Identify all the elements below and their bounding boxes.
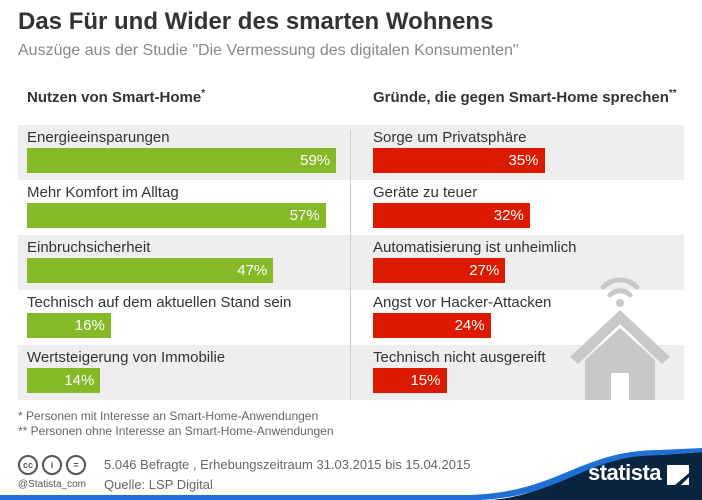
bar: 14% (27, 368, 101, 393)
bar: 24% (373, 313, 491, 338)
bar-label: Angst vor Hacker-Attacken (373, 294, 552, 311)
bar: 47% (27, 258, 274, 283)
footnote: * Personen mit Interesse an Smart-Home-A… (18, 409, 319, 423)
bar: 35% (373, 148, 545, 173)
bar: 32% (373, 203, 530, 228)
chart-subtitle: Auszüge aus der Studie "Die Vermessung d… (18, 42, 519, 59)
footnote: ** Personen ohne Interesse an Smart-Home… (18, 424, 334, 438)
bar-label: Wertsteigerung von Immobilie (27, 349, 226, 366)
footer-ribbon (0, 448, 702, 500)
bar-label: Automatisierung ist unheimlich (373, 239, 577, 256)
bar: 59% (27, 148, 337, 173)
cc-icon: cc (18, 455, 38, 475)
bar-label: Einbruchsicherheit (27, 239, 151, 256)
row-band (18, 345, 684, 400)
bar: 57% (27, 203, 326, 228)
left-column-title: Nutzen von Smart-Home* (27, 88, 206, 106)
bar-label: Technisch auf dem aktuellen Stand sein (27, 294, 292, 311)
statista-logo-mark (667, 465, 689, 485)
bar-label: Geräte zu teuer (373, 184, 478, 201)
right-column-title: Gründe, die gegen Smart-Home sprechen** (373, 88, 677, 106)
bar: 16% (27, 313, 111, 338)
statista-logo[interactable]: statista (588, 460, 662, 485)
column-divider (350, 130, 351, 400)
by-icon: i (42, 455, 62, 475)
bar-label: Technisch nicht ausgereift (373, 349, 546, 366)
bar-label: Mehr Komfort im Alltag (27, 184, 179, 201)
bar: 27% (373, 258, 506, 283)
chart-title: Das Für und Wider des smarten Wohnens (18, 8, 494, 35)
nd-icon: = (66, 455, 86, 475)
house-wifi-icon (570, 277, 670, 400)
sample-info: 5.046 Befragte , Erhebungszeitraum 31.03… (104, 457, 471, 472)
source: Quelle: LSP Digital (104, 477, 213, 492)
bar: 15% (373, 368, 447, 393)
bar-label: Sorge um Privatsphäre (373, 129, 527, 146)
bar-label: Energieeinsparungen (27, 129, 170, 146)
twitter-handle[interactable]: @Statista_com (18, 479, 86, 490)
